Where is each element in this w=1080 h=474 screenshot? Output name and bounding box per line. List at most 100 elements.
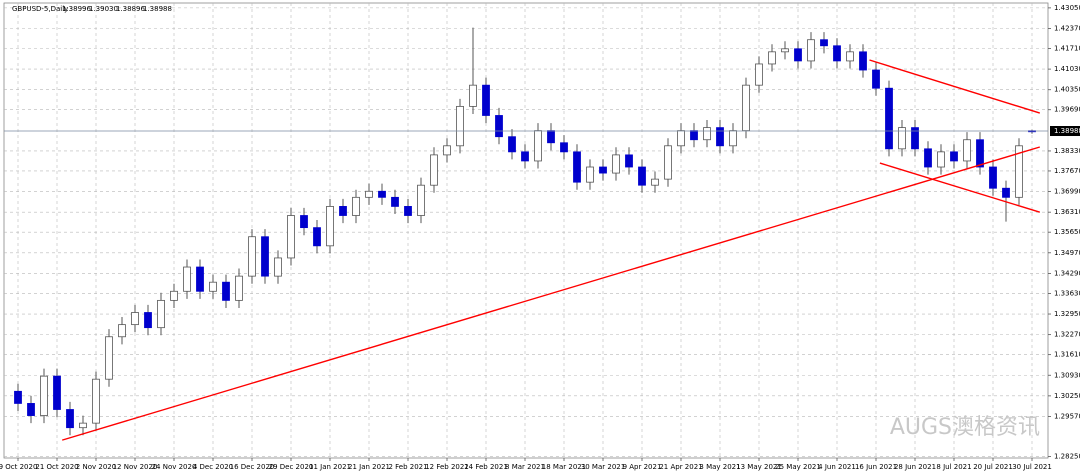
y-tick-label: 1.32950 [1054,310,1080,318]
x-tick-label: 2 Feb 2021 [388,463,427,471]
candle-body [27,403,35,416]
x-tick-label: 12 Feb 2021 [425,463,469,471]
x-tick-label: 4 Jun 2021 [818,463,856,471]
candle-body [755,63,763,86]
candle-body [807,39,815,62]
candle-body [781,48,789,53]
candle-body [508,136,516,153]
y-tick-label: 1.33630 [1054,289,1080,297]
y-tick-label: 1.29570 [1054,412,1080,420]
candle-body [690,130,698,141]
candle-body [716,127,724,147]
candle-body [924,148,932,168]
candle-body [456,105,464,147]
candle-body [989,166,997,189]
candle-body [547,130,555,144]
candle-body [170,290,178,301]
price-label-box [1050,126,1080,137]
candle-body [209,281,217,292]
candle-body [404,206,412,216]
x-tick-label: 25 May 2021 [775,463,821,471]
candle-body [950,151,958,162]
candle-body [248,236,256,277]
candle-body [846,51,854,62]
candle-body [196,266,204,292]
trendline [61,146,1041,441]
candle-body [703,127,711,141]
candle-body [573,151,581,183]
candle-body [157,299,165,329]
y-tick-label: 1.35650 [1054,228,1080,236]
candle-body [651,178,659,186]
x-tick-label: 9 Oct 2020 [0,463,37,471]
trendline [869,59,1041,114]
candle-body [885,87,893,150]
candle-body [664,145,672,180]
x-tick-label: 30 Jul 2021 [1012,463,1052,471]
y-tick-label: 1.36990 [1054,188,1080,196]
candle-body [859,51,867,71]
y-tick-label: 1.32270 [1054,331,1080,339]
candle-body [937,151,945,168]
candle-body [274,257,282,277]
candle-body [391,196,399,207]
candle-body [482,84,490,116]
candle-body [638,166,646,186]
candle-body [534,130,542,162]
header-open: 1.38996 [62,5,91,13]
y-tick-label: 1.41030 [1054,65,1080,73]
y-tick-label: 1.28250 [1054,452,1080,460]
x-tick-label: 29 Dec 2020 [269,463,314,471]
candle-body [872,69,880,89]
y-tick-label: 1.39690 [1054,106,1080,114]
candle-body [469,84,477,107]
y-tick-label: 1.36310 [1054,208,1080,216]
x-tick-label: 21 Oct 2020 [35,463,78,471]
plot-frame [3,2,1049,459]
candle-body [40,375,48,416]
candle-body [352,196,360,216]
header-low: 1.38896 [116,5,145,13]
candle-body [66,409,74,429]
x-tick-label: 4 Dec 2020 [193,463,233,471]
y-tick-label: 1.30930 [1054,371,1080,379]
candle-body [261,236,269,277]
candle-body [300,215,308,229]
candle-body [105,336,113,380]
y-tick-label: 1.38330 [1054,147,1080,155]
candle-body [53,375,61,410]
x-tick-label: 8 Jul 2021 [936,463,971,471]
candle-body [833,45,841,62]
y-tick-label: 1.42370 [1054,24,1080,32]
candle-body [339,206,347,216]
trendline [879,162,1041,213]
candle-body [586,166,594,183]
x-tick-label: 13 May 2021 [736,463,782,471]
y-tick-label: 1.34970 [1054,249,1080,257]
x-tick-label: 24 Feb 2021 [464,463,508,471]
x-tick-label: 11 Jan 2021 [309,463,351,471]
candle-body [378,190,386,198]
candle-body [898,127,906,150]
candle-body [794,48,802,62]
x-tick-label: 20 Jul 2021 [973,463,1013,471]
y-tick-label: 1.37670 [1054,167,1080,175]
candle-body [326,206,334,247]
candle-body [443,145,451,156]
candle-body [222,281,230,301]
candle-body [677,130,685,147]
candle-body [287,215,295,259]
candle-body [92,378,100,424]
x-tick-label: 12 Nov 2020 [113,463,158,471]
x-tick-label: 9 Apr 2021 [623,463,662,471]
y-tick-label: 1.30250 [1054,392,1080,400]
candle-body [183,266,191,292]
y-tick-label: 1.40350 [1054,86,1080,94]
candle-body [612,154,620,174]
x-tick-label: 3 May 2021 [699,463,740,471]
candle-body [79,422,87,429]
candle-body [820,39,828,47]
candle-body [742,84,750,132]
candle-body [235,275,243,301]
